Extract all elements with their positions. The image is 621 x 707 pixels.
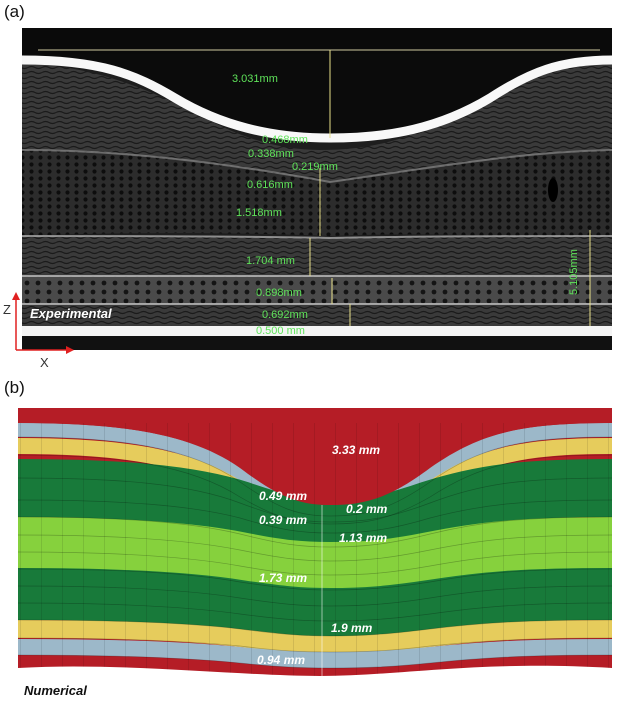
num-measure-label: 0.69 mm — [336, 677, 384, 691]
exp-measure-label: 1.518mm — [236, 207, 282, 219]
exp-measure-label: 3.031mm — [232, 73, 278, 85]
axes-indicator — [12, 292, 74, 354]
exp-measure-label: 1.704 mm — [246, 255, 295, 267]
exp-measure-label: 0.500 mm — [256, 325, 305, 337]
exp-measure-label: 0.219mm — [292, 161, 338, 173]
exp-measure-label: 0.468mm — [262, 134, 308, 146]
num-measure-label: 0.49 mm — [259, 489, 307, 503]
exp-measure-label: 5.105mm — [568, 249, 580, 295]
experimental-tag: Experimental — [30, 306, 112, 321]
exp-measure-label: 0.692mm — [262, 309, 308, 321]
panel-a-letter: (a) — [4, 2, 25, 21]
num-measure-label: 1.9 mm — [331, 621, 373, 635]
num-measure-label: 0.5 mm — [259, 689, 301, 703]
numerical-tag: Numerical — [24, 683, 87, 698]
num-measure-label: 1.73 mm — [259, 571, 307, 585]
experimental-image — [22, 28, 612, 350]
num-measure-label: 0.94 mm — [257, 653, 305, 667]
panel-b-letter: (b) — [4, 378, 25, 397]
num-measure-label: 0.39 mm — [259, 513, 307, 527]
axis-x-label: X — [40, 355, 49, 370]
num-measure-label: 3.33 mm — [332, 443, 380, 457]
axis-z-label: Z — [3, 302, 11, 317]
exp-measure-label: 0.616mm — [247, 179, 293, 191]
num-measure-label: 0.2 mm — [346, 502, 388, 516]
exp-measure-label: 0.898mm — [256, 287, 302, 299]
exp-measure-label: 0.338mm — [248, 148, 294, 160]
numerical-model — [18, 408, 612, 676]
num-measure-label: 1.13 mm — [339, 531, 387, 545]
